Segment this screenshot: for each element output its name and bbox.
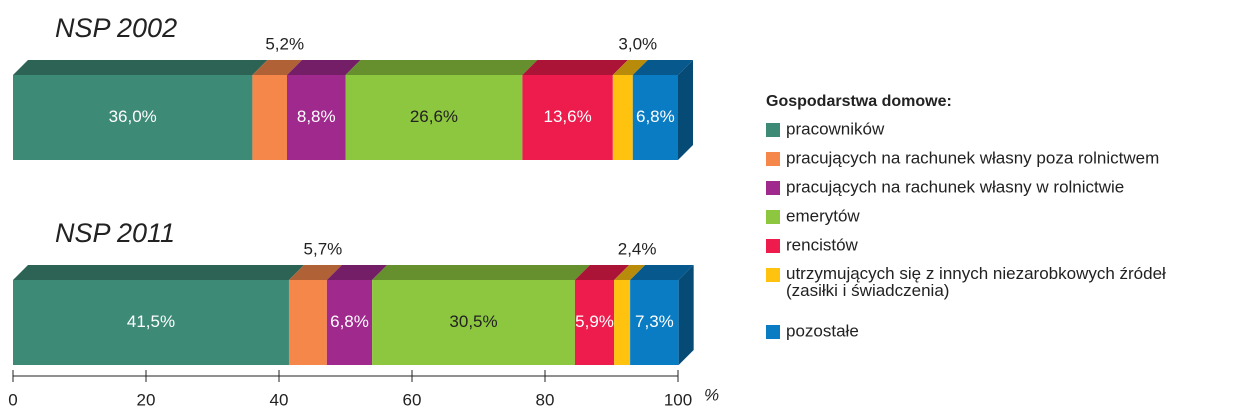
legend-label: utrzymujących się z innych niezarobkowyc… [786, 264, 1171, 300]
legend-label: pozostałe [786, 321, 859, 340]
bar-segment [345, 75, 523, 160]
bar-segment [612, 75, 633, 160]
bar-segment [13, 75, 253, 160]
legend-label-line: utrzymujących się z innych niezarobkowyc… [786, 264, 1171, 283]
bar-top [612, 60, 648, 75]
bar-top [614, 265, 646, 280]
x-tick-label: 20 [137, 390, 156, 409]
bar-segment [630, 280, 679, 365]
value-label: 13,6% [544, 107, 592, 126]
x-unit: % [704, 385, 719, 404]
value-label: 6,8% [636, 107, 675, 126]
value-label: 3,0% [618, 34, 657, 53]
bar-top [13, 265, 304, 280]
legend-swatch [766, 152, 780, 166]
bar-side [678, 60, 693, 160]
bar-top [326, 265, 388, 280]
bar-top [252, 60, 302, 75]
bar-top [522, 60, 628, 75]
legend-title: Gospodarstwa domowe: [766, 93, 952, 110]
bar-segment [288, 280, 327, 365]
bar-segment [252, 75, 287, 160]
x-tick-label: 60 [403, 390, 422, 409]
legend-label: emerytów [786, 206, 860, 225]
bar-top [632, 60, 693, 75]
legend-swatch [766, 181, 780, 195]
legend-swatch [766, 325, 780, 339]
x-tick-label: 0 [8, 390, 17, 409]
value-label: 8,8% [297, 107, 336, 126]
bar-segment [574, 280, 615, 365]
bar-side [678, 265, 694, 365]
bar-top [574, 265, 630, 280]
bar-segment [372, 280, 575, 365]
legend-label: rencistów [786, 235, 859, 254]
value-label: 41,5% [127, 312, 175, 331]
bar-segment [632, 75, 678, 160]
legend-label: pracujących na rachunek własny w rolnict… [786, 177, 1124, 196]
legend-swatch [766, 268, 780, 282]
legend-label: pracujących na rachunek własny poza roln… [786, 148, 1159, 167]
bar-top [630, 265, 694, 280]
legend-swatch [766, 210, 780, 224]
value-label: 5,7% [304, 239, 343, 258]
bar-top [372, 265, 590, 280]
value-label: 36,0% [109, 107, 157, 126]
value-label: 30,5% [449, 312, 497, 331]
legend-swatch [766, 123, 780, 137]
legend-swatch [766, 239, 780, 253]
legend-label: pracowników [786, 119, 885, 138]
bar-segment [522, 75, 613, 160]
bar-top [286, 60, 361, 75]
value-label: 2,4% [618, 239, 657, 258]
bar-segment [614, 280, 631, 365]
bar-segment [326, 280, 373, 365]
bar-title: NSP 2002 [55, 13, 177, 43]
value-label: 6,8% [330, 312, 369, 331]
x-tick-label: 40 [270, 390, 289, 409]
bar-segment [286, 75, 346, 160]
value-label: 7,3% [635, 312, 674, 331]
x-tick-label: 80 [536, 390, 555, 409]
bar-top [345, 60, 538, 75]
legend-label-line: (zasiłki i świadczenia) [786, 281, 949, 300]
x-tick-label: 100 [664, 390, 692, 409]
value-label: 5,2% [265, 34, 304, 53]
bar-segment [13, 280, 289, 365]
bar-top [13, 60, 268, 75]
value-label: 26,6% [410, 107, 458, 126]
bar-title: NSP 2011 [55, 218, 175, 248]
bar-top [288, 265, 342, 280]
value-label: 5,9% [575, 312, 614, 331]
